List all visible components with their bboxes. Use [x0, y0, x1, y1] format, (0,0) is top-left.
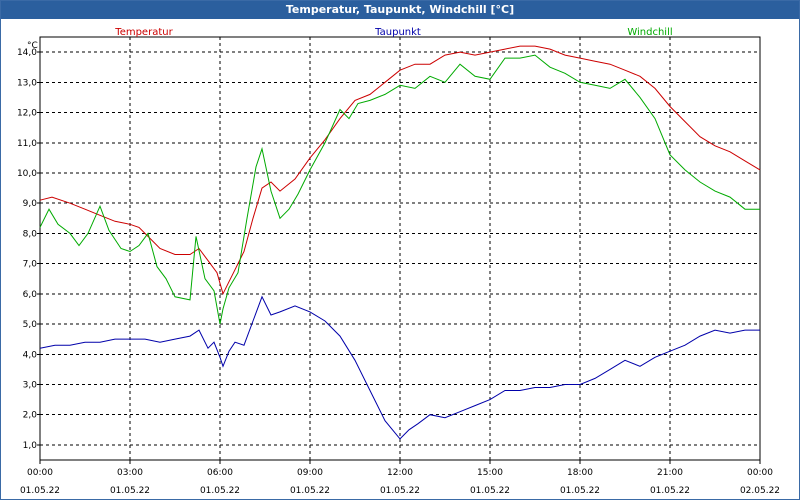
- x-tick-date-label: 02.05.22: [740, 486, 780, 496]
- x-tick-date-label: 01.05.22: [380, 486, 420, 496]
- x-tick-date-label: 01.05.22: [290, 486, 330, 496]
- y-tick-label: 12,0: [17, 109, 37, 119]
- series-lines: [39, 45, 761, 440]
- x-tick-date-label: 01.05.22: [110, 486, 150, 496]
- x-tick-date-label: 01.05.22: [560, 486, 600, 496]
- x-tick-time-label: 12:00: [387, 468, 413, 478]
- legend-temperatur: Temperatur: [114, 27, 173, 38]
- x-tick-time-label: 00:00: [747, 468, 773, 478]
- y-tick-label: 2,0: [23, 411, 38, 421]
- y-tick-label: 5,0: [23, 320, 38, 330]
- series-line-taupunkt: [39, 295, 760, 440]
- y-tick-label: 1,0: [23, 441, 38, 451]
- x-tick-date-label: 01.05.22: [20, 486, 60, 496]
- y-tick-label: 9,0: [23, 199, 38, 209]
- x-tick-time-label: 21:00: [657, 468, 683, 478]
- y-tick-label: 14,0: [17, 48, 37, 58]
- y-tick-label: 8,0: [23, 229, 38, 239]
- window-title: Temperatur, Taupunkt, Windchill [°C]: [1, 1, 799, 19]
- x-tick-date-label: 01.05.22: [200, 486, 240, 496]
- chart-legend: Temperatur Taupunkt Windchill: [114, 27, 672, 38]
- y-axis-ticks: 1,0 2,0 3,0 4,0 5,0 6,0 7,0 8,0 9,0 10,0 11,0 12,0 1…: [17, 48, 40, 451]
- legend-windchill: Windchill: [627, 27, 672, 38]
- y-tick-label: 11,0: [17, 139, 37, 149]
- series-line-temperatur: [39, 45, 761, 296]
- series-line-windchill: [39, 54, 760, 325]
- y-tick-label: 13,0: [17, 78, 37, 88]
- y-tick-label: 7,0: [23, 260, 38, 270]
- x-axis-ticks: 00:00 01.05.22 03:00 01.05.22 06:00 01.05.22 0…: [20, 460, 780, 496]
- x-tick-time-label: 00:00: [27, 468, 53, 478]
- chart-grid: [40, 37, 760, 460]
- x-tick-time-label: 18:00: [567, 468, 593, 478]
- y-tick-label: 4,0: [23, 350, 38, 360]
- x-tick-time-label: 03:00: [117, 468, 143, 478]
- x-tick-time-label: 06:00: [207, 468, 233, 478]
- x-tick-date-label: 01.05.22: [650, 486, 690, 496]
- x-tick-date-label: 01.05.22: [470, 486, 510, 496]
- y-tick-label: 10,0: [17, 169, 37, 179]
- chart-svg: 1,0 2,0 3,0 4,0 5,0 6,0 7,0 8,0 9,0 10,0 11,0 12,0 1…: [17, 27, 780, 496]
- y-tick-label: 6,0: [23, 290, 38, 300]
- x-tick-time-label: 15:00: [477, 468, 503, 478]
- y-axis-unit-label: °C: [27, 41, 38, 51]
- legend-taupunkt: Taupunkt: [374, 27, 421, 38]
- x-tick-time-label: 09:00: [297, 468, 323, 478]
- y-tick-label: 3,0: [23, 380, 38, 390]
